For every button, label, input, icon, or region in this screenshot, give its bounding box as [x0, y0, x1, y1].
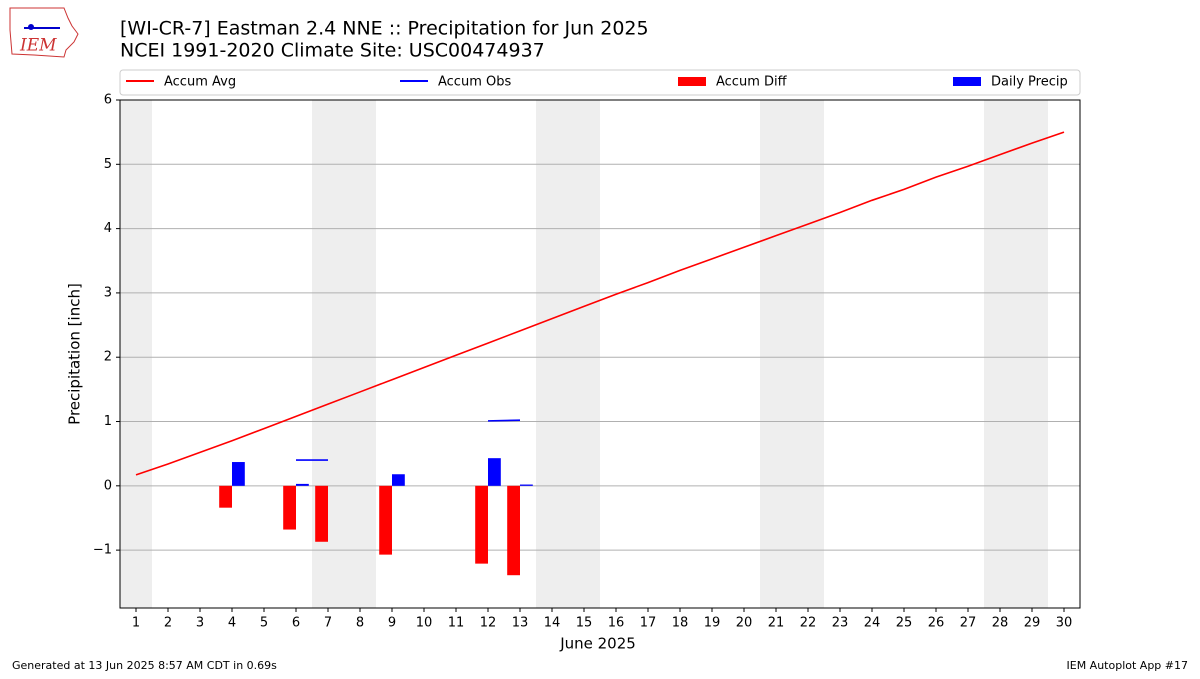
logo-text: IEM [19, 36, 57, 56]
x-tick-label: 9 [388, 616, 396, 631]
bar [232, 462, 245, 486]
chart-subtitle: NCEI 1991-2020 Climate Site: USC00474937 [120, 40, 545, 62]
x-tick-label: 11 [448, 616, 465, 631]
weekend-shade [536, 100, 600, 608]
y-tick-label: 6 [104, 93, 112, 108]
logo: IEM [9, 7, 79, 58]
weekend-shade [984, 100, 1048, 608]
x-tick-label: 24 [864, 616, 881, 631]
x-tick-label: 22 [800, 616, 817, 631]
legend-box [119, 69, 1081, 96]
x-tick-label: 23 [832, 616, 849, 631]
bar [379, 485, 392, 555]
y-axis-label: Precipitation [inch] [66, 283, 84, 425]
bar [315, 485, 328, 542]
bar [475, 485, 488, 564]
bar [520, 484, 533, 486]
x-tick-label: 19 [704, 616, 721, 631]
line [296, 419, 521, 461]
x-tick-label: 13 [512, 616, 529, 631]
y-tick-label: 3 [104, 285, 112, 300]
x-tick-label: 17 [640, 616, 657, 631]
x-tick-label: 16 [608, 616, 625, 631]
x-tick-label: 5 [260, 616, 268, 631]
x-tick-label: 8 [356, 616, 364, 631]
plot-frame [119, 99, 1081, 609]
x-tick-label: 7 [324, 616, 332, 631]
x-tick-label: 15 [576, 616, 593, 631]
legend-label: Accum Diff [716, 75, 788, 90]
legend-swatch [678, 77, 706, 86]
x-tick-label: 1 [132, 616, 140, 631]
x-tick-label: 6 [292, 616, 300, 631]
x-tick-label: 20 [736, 616, 753, 631]
logo-outline [9, 7, 79, 58]
x-tick-label: 3 [196, 616, 204, 631]
footer-right: IEM Autoplot App #17 [1067, 659, 1189, 672]
legend: Accum Avg Accum Obs Accum Diff Daily Precip [126, 75, 1068, 90]
chart-title: [WI-CR-7] Eastman 2.4 NNE :: Precipitati… [120, 18, 649, 40]
bar [219, 485, 232, 508]
weekend-shade [760, 100, 824, 608]
x-tick-label: 14 [544, 616, 561, 631]
x-tick-label: 30 [1056, 616, 1073, 631]
x-tick-label: 18 [672, 616, 689, 631]
y-tick-label: 4 [104, 221, 112, 236]
y-tick-label: −1 [93, 543, 112, 558]
y-tick-label: 1 [104, 414, 112, 429]
bar [507, 485, 520, 576]
bar [283, 485, 296, 530]
x-axis-label: June 2025 [559, 635, 636, 653]
logo-dot [28, 24, 34, 30]
bar [296, 483, 309, 486]
x-tick-label: 29 [1024, 616, 1041, 631]
legend-label: Accum Obs [438, 75, 511, 90]
x-tick-label: 28 [992, 616, 1009, 631]
line [135, 131, 1065, 476]
footer-left: Generated at 13 Jun 2025 8:57 AM CDT in … [12, 659, 277, 672]
legend-label: Accum Avg [164, 75, 236, 90]
weekend-shade [120, 100, 152, 608]
y-tick-label: 0 [104, 478, 112, 493]
x-tick-label: 26 [928, 616, 945, 631]
x-tick-label: 12 [480, 616, 497, 631]
legend-label: Daily Precip [991, 75, 1068, 90]
x-tick-label: 27 [960, 616, 977, 631]
x-tick-label: 25 [896, 616, 913, 631]
y-tick-label: 5 [104, 157, 112, 172]
x-tick-label: 4 [228, 616, 236, 631]
x-tick-label: 21 [768, 616, 785, 631]
bar [392, 474, 405, 486]
x-tick-label: 2 [164, 616, 172, 631]
bar [488, 458, 501, 486]
legend-swatch [953, 77, 981, 86]
y-tick-label: 2 [104, 350, 112, 365]
x-tick-label: 10 [416, 616, 433, 631]
